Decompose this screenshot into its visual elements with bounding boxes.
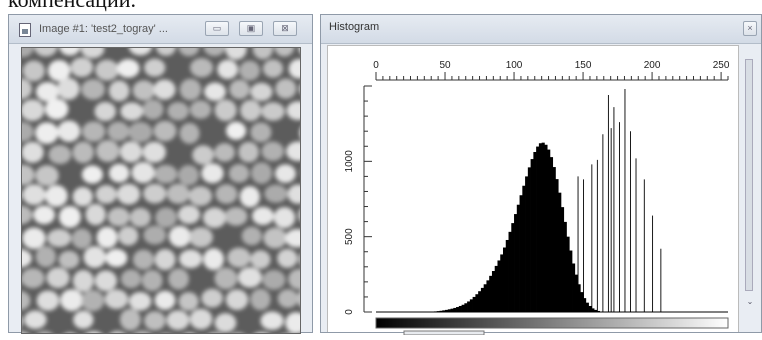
histogram-bar (544, 145, 547, 312)
histogram-bar (495, 266, 498, 312)
histogram-bar (506, 240, 509, 312)
scroll-arrow-icon[interactable]: ⌄ (745, 297, 755, 305)
x-axis: 0 50 100 150 200 250 (373, 60, 730, 80)
histogram-bar (473, 297, 476, 312)
histogram-bar (517, 205, 520, 312)
histogram-chart: 0 50 100 150 200 250 0 500 1000 (328, 46, 742, 335)
close-icon: × (747, 23, 752, 33)
histogram-bar (509, 232, 512, 312)
histogram-bar (492, 271, 495, 312)
histogram-window-titlebar[interactable]: Histogram × (321, 15, 761, 44)
histogram-bar (481, 288, 484, 312)
histogram-bar (456, 307, 459, 312)
image-window-titlebar[interactable]: Image #1: 'test2_togray' ... ▭ ▣ ⊠ (9, 15, 312, 44)
histogram-bar (520, 195, 523, 312)
minimize-icon: ▭ (213, 23, 222, 33)
histogram-bar (478, 291, 481, 312)
histogram-bar (536, 147, 539, 312)
histogram-bar (489, 276, 492, 312)
grayscale-image-canvas[interactable] (21, 47, 301, 334)
histogram-bar (542, 143, 545, 312)
histogram-bar (547, 150, 550, 312)
close-button[interactable]: ⊠ (273, 21, 297, 36)
y-tick-label: 1000 (344, 150, 355, 173)
histogram-scrollbar[interactable] (745, 59, 753, 291)
histogram-bar (586, 303, 589, 312)
histogram-bar (531, 159, 534, 312)
maximize-button[interactable]: ▣ (239, 21, 263, 36)
intensity-gradient-strip (376, 318, 728, 328)
histogram-bar (589, 306, 592, 312)
histogram-bars (376, 89, 728, 312)
caption-text: компенсации. (8, 0, 136, 13)
y-axis: 0 500 1000 (344, 86, 372, 315)
gradient-slider-handle[interactable] (404, 331, 484, 335)
image-document-icon (19, 23, 31, 37)
x-tick-label: 50 (439, 60, 451, 71)
histogram-bar (553, 167, 556, 312)
histogram-bar (459, 306, 462, 312)
histogram-bar (475, 294, 478, 312)
histogram-bar (528, 167, 531, 312)
x-tick-label: 150 (575, 60, 592, 71)
maximize-icon: ▣ (247, 23, 256, 33)
histogram-bar (522, 186, 525, 312)
histogram-bar (467, 301, 470, 312)
histogram-bar (566, 237, 569, 312)
y-tick-label: 0 (344, 309, 355, 315)
histogram-bar (572, 263, 575, 312)
histogram-window-title: Histogram (329, 21, 379, 33)
histogram-bar (453, 308, 456, 312)
histogram-bar (539, 143, 542, 312)
image-window-title: Image #1: 'test2_togray' ... (39, 23, 168, 35)
histogram-bar (569, 251, 572, 312)
histogram-panel: 0 50 100 150 200 250 0 500 1000 (327, 45, 739, 332)
histogram-bar (514, 214, 517, 312)
histogram-bar (486, 280, 489, 312)
histogram-bar (555, 179, 558, 312)
y-tick-label: 500 (344, 228, 355, 245)
histogram-bar (525, 176, 528, 312)
x-tick-label: 100 (506, 60, 523, 71)
x-tick-label: 200 (644, 60, 661, 71)
histogram-bar (464, 303, 467, 312)
histogram-bar (558, 193, 561, 312)
histogram-bar (497, 260, 500, 312)
histogram-bar (561, 207, 564, 312)
histogram-bar (533, 152, 536, 312)
histogram-bar (503, 248, 506, 312)
histogram-bar (462, 305, 465, 312)
histogram-bar (500, 254, 503, 312)
x-tick-label: 0 (373, 60, 379, 71)
grayscale-image (22, 48, 300, 333)
histogram-bar (470, 299, 473, 312)
minimize-button[interactable]: ▭ (205, 21, 229, 36)
histogram-bar (564, 222, 567, 312)
histogram-bar (511, 223, 514, 312)
histogram-bar (550, 157, 553, 312)
histogram-bar (580, 292, 583, 312)
close-icon: ⊠ (281, 23, 289, 33)
histogram-window[interactable]: Histogram × 0 50 100 150 200 250 0 500 1000 ⌄ (320, 14, 762, 333)
x-tick-label: 250 (713, 60, 730, 71)
image-window[interactable]: Image #1: 'test2_togray' ... ▭ ▣ ⊠ (8, 14, 313, 333)
histogram-bar (575, 275, 578, 312)
histogram-bar (484, 284, 487, 312)
histogram-close-button[interactable]: × (743, 21, 757, 36)
